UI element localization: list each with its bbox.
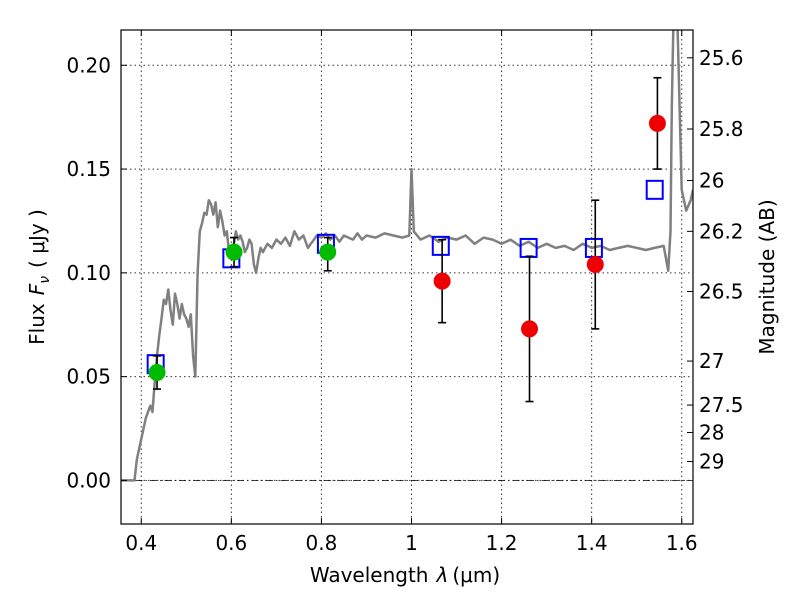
model-photometry-marker [431,235,450,256]
observed-flux-marker [319,243,337,261]
grid [121,30,693,524]
observed-flux-marker [433,272,451,290]
x-tick-label: 0.8 [306,531,338,555]
y-tick-label: 0.05 [66,365,111,389]
plot-frame [120,29,694,525]
y2-tick-label: 29 [699,450,724,474]
y-tick-label: 0.20 [66,53,111,77]
y2-tick-label: 26.2 [699,219,744,243]
x-tick-label: 0.4 [125,531,157,555]
x-tick-label: 1.4 [576,531,608,555]
x-axis: 0.4 0.6 0.8 1 1.2 1.4 1.6 [125,30,698,555]
observed-flux-marker [521,320,539,338]
y2-axis-label: Magnitude (AB) [755,199,779,354]
model-photometry-marker [645,179,664,200]
y2-tick-label: 28 [699,420,724,444]
y-tick-label: 0.10 [66,261,111,285]
y2-axis: 25.6 25.8 26 26.2 26.5 27 27.5 28 29 [687,46,744,474]
x-tick-label: 1.6 [666,531,698,555]
y-tick-label: 0.00 [66,468,111,492]
observed-flux-marker [225,243,243,261]
x-tick-label: 1 [405,531,418,555]
y-tick-label: 0.15 [66,157,111,181]
y-axis: 0.00 0.05 0.10 0.15 0.20 [66,53,127,492]
y2-tick-label: 27.5 [699,393,744,417]
x-tick-label: 0.6 [215,531,247,555]
x-axis-label: Wavelength λ (μm) [310,563,500,587]
y2-tick-label: 26 [699,168,724,192]
y2-tick-label: 25.8 [699,117,744,141]
y2-tick-label: 26.5 [699,280,744,304]
y2-tick-label: 27 [699,349,724,373]
observed-flux-marker [148,363,166,381]
plot-area [121,30,693,482]
x-tick-label: 1.2 [486,531,518,555]
observed-flux-marker [586,256,604,274]
y2-tick-label: 25.6 [699,46,744,70]
observed-flux-marker [648,114,666,132]
y-axis-label: FluxFν( μJy ) [25,209,53,345]
model-sed-line [121,30,693,482]
